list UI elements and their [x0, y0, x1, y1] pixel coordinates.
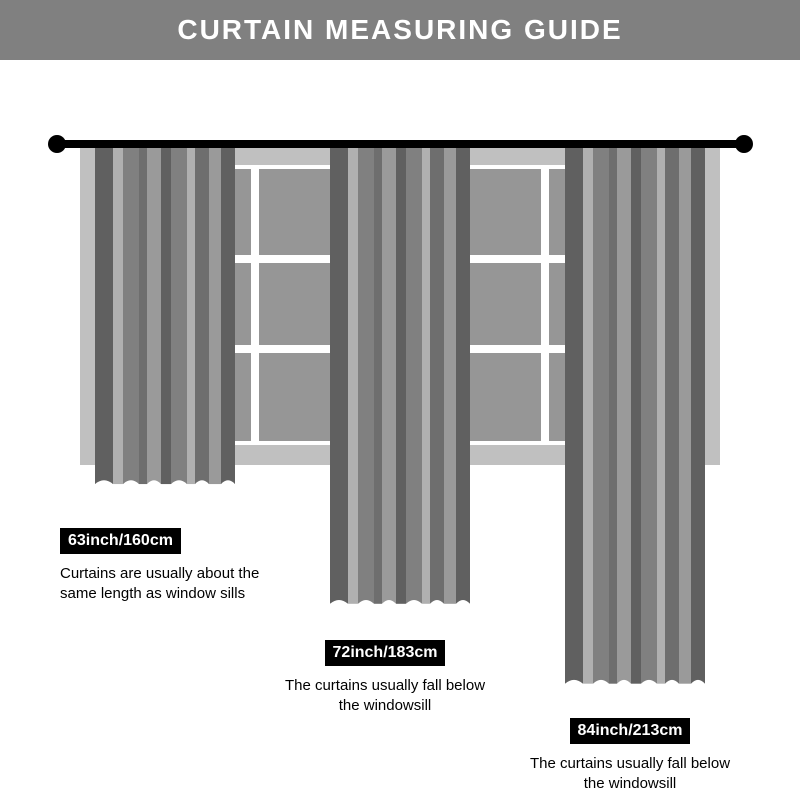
- rod-finial-right: [735, 135, 753, 153]
- label-group-long: 84inch/213cm The curtains usually fall be…: [520, 718, 740, 793]
- curtain-panel-long: [565, 148, 705, 703]
- label-group-short: 63inch/160cm Curtains are usually about t…: [60, 528, 280, 603]
- header-bar: CURTAIN MEASURING GUIDE: [0, 0, 800, 60]
- page-title: CURTAIN MEASURING GUIDE: [177, 14, 622, 46]
- diagram-stage: 63inch/160cm Curtains are usually about t…: [0, 60, 800, 800]
- mullion-v: [251, 169, 259, 441]
- size-tag: 63inch/160cm: [60, 528, 181, 554]
- size-tag: 84inch/213cm: [570, 718, 691, 744]
- rod-finial-left: [48, 135, 66, 153]
- mullion-v: [541, 169, 549, 441]
- size-desc: The curtains usually fall below the wind…: [520, 754, 740, 793]
- curtain-panel-short: [95, 148, 235, 503]
- size-desc: The curtains usually fall below the wind…: [275, 676, 495, 715]
- size-tag: 72inch/183cm: [325, 640, 446, 666]
- curtain-panel-medium: [330, 148, 470, 623]
- label-group-medium: 72inch/183cm The curtains usually fall be…: [275, 640, 495, 715]
- curtain-rod: [55, 140, 745, 148]
- size-desc: Curtains are usually about the same leng…: [60, 564, 280, 603]
